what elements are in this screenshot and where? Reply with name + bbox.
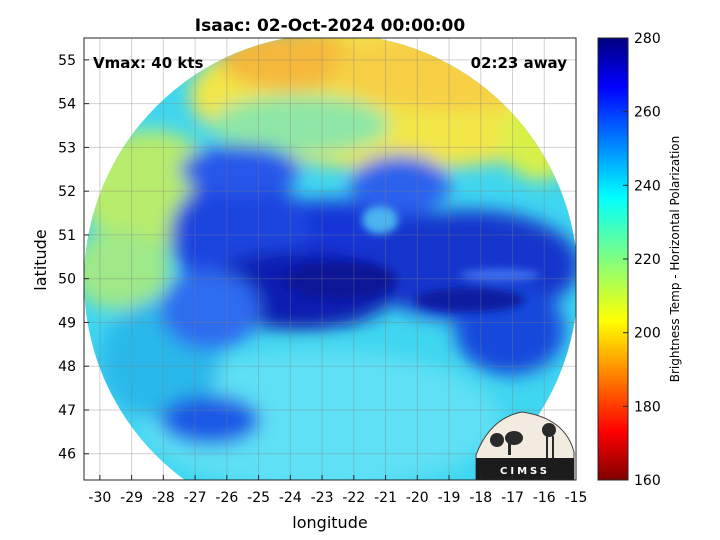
plot-frame <box>83 37 577 481</box>
x-tick-label: -26 <box>215 490 238 506</box>
map-title: Isaac: 02-Oct-2024 00:00:00 <box>195 16 466 36</box>
x-tick-label: -21 <box>374 490 397 506</box>
x-tick-label: -19 <box>438 490 461 506</box>
y-tick-label: 48 <box>58 359 76 375</box>
x-tick-label: -24 <box>279 490 302 506</box>
colorbar-ticks: 280 260 240 220 200 180 160 <box>623 31 661 489</box>
y-axis-label: latitude <box>31 229 50 290</box>
logo-text: CIMSS <box>500 466 550 477</box>
time-away-label: 02:23 away <box>471 54 568 72</box>
y-axis-ticks: 55 54 53 52 51 50 49 48 47 46 <box>58 53 89 463</box>
colorbar-tick-label: 240 <box>634 178 661 194</box>
x-tick-label: -18 <box>469 490 492 506</box>
x-tick-label: -29 <box>120 490 143 506</box>
y-tick-label: 53 <box>58 140 76 156</box>
plot-area: CIMSS <box>84 38 576 480</box>
grid <box>84 38 576 480</box>
colorbar-tick-label: 200 <box>634 326 661 342</box>
y-tick-label: 50 <box>58 272 76 288</box>
x-tick-label: -28 <box>152 490 175 506</box>
vmax-label: Vmax: 40 kts <box>93 54 203 72</box>
y-tick-label: 46 <box>58 447 76 463</box>
x-tick-label: -27 <box>184 490 207 506</box>
colorbar-tick-label: 160 <box>634 473 661 489</box>
x-tick-label: -15 <box>565 490 588 506</box>
satellite-swath <box>84 38 576 480</box>
colorbar-tick-label: 180 <box>634 399 661 415</box>
y-tick-label: 55 <box>58 53 76 69</box>
y-tick-label: 47 <box>58 403 76 419</box>
y-tick-label: 49 <box>58 315 76 331</box>
x-tick-label: -17 <box>501 490 524 506</box>
x-tick-label: -22 <box>342 490 365 506</box>
x-tick-label: -23 <box>311 490 334 506</box>
x-axis-ticks: -30 -29 -28 -27 -26 -25 -24 -23 -22 -21 -20 -19 -18-… <box>88 475 587 506</box>
colorbar-tick-label: 260 <box>634 105 661 121</box>
colorbar-tick-label: 220 <box>634 252 661 268</box>
x-tick-label: -25 <box>247 490 270 506</box>
colorbar-label: Brightness Temp - Horizontal Polarizatio… <box>668 136 682 383</box>
y-tick-label: 54 <box>58 97 76 113</box>
x-axis-label: longitude <box>292 513 367 532</box>
x-tick-label: -20 <box>406 490 429 506</box>
y-tick-label: 51 <box>58 228 76 244</box>
colorbar-tick-label: 280 <box>634 31 661 47</box>
y-tick-label: 52 <box>58 184 76 200</box>
x-tick-label: -16 <box>533 490 556 506</box>
cimss-logo: CIMSS <box>475 411 575 480</box>
x-tick-label: -30 <box>88 490 111 506</box>
